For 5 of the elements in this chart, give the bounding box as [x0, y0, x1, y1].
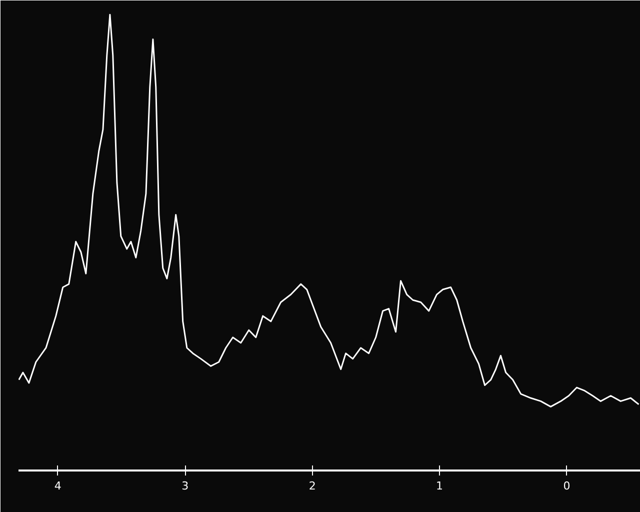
- x-tick-label: 3: [182, 480, 189, 492]
- x-tick-label: 0: [563, 480, 570, 492]
- x-tick-label: 2: [308, 480, 316, 492]
- x-tick-label: 1: [436, 480, 444, 492]
- x-tick-label: 4: [54, 480, 62, 492]
